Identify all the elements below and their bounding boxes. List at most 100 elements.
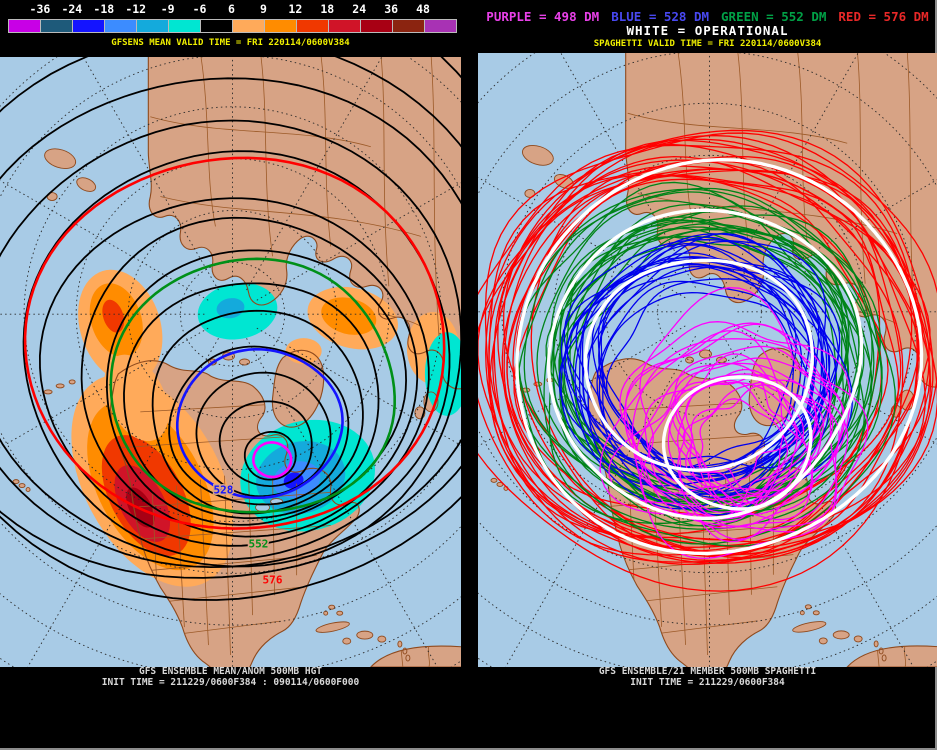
contour-label-552: 552	[249, 537, 269, 550]
spaghetti-member	[566, 256, 823, 499]
spaghetti-member	[644, 379, 784, 518]
spaghetti-member	[598, 265, 816, 481]
colorbar-tick-labels: -36 -24 -18 -12 -9 -6 6 9 12 18 24 36 48	[0, 2, 461, 16]
colorbar-tick-label: 18	[320, 2, 335, 16]
legend-entry-green: GREEN = 552 DM	[721, 9, 827, 24]
height-contour	[22, 150, 451, 561]
right-caption-init-time: INIT TIME = 211229/0600F384	[630, 676, 785, 688]
colorbar-segment	[169, 20, 200, 32]
key-height-contour	[175, 347, 344, 500]
spaghetti-member	[548, 214, 896, 547]
colorbar-tick-label: -9	[160, 2, 175, 16]
spaghetti-member	[536, 200, 875, 522]
colorbar-segment	[105, 20, 136, 32]
colorbar-segment	[329, 20, 360, 32]
colorbar-segment	[361, 20, 392, 32]
spaghetti-legend: PURPLE = 498 DM BLUE = 528 DM GREEN = 552 …	[478, 9, 937, 24]
spaghetti-member	[605, 278, 837, 469]
height-contour	[106, 249, 407, 526]
spaghetti-member	[488, 155, 918, 566]
key-height-contour	[252, 441, 293, 479]
spaghetti-member	[587, 244, 814, 487]
colorbar-tick-label: -18	[93, 2, 115, 16]
colorbar-segment	[425, 20, 456, 32]
right-caption-title: GFS ENSEMBLE/21 MEMBER 500MB SPAGHETTI	[598, 666, 817, 677]
spaghetti-member	[564, 233, 831, 470]
spaghetti-member	[503, 159, 921, 556]
spaghetti-member	[668, 362, 798, 488]
contour-label-528: 528	[213, 484, 233, 497]
height-contour	[80, 216, 419, 538]
spaghetti-member	[631, 338, 838, 559]
spaghetti-map	[478, 53, 937, 667]
colorbar-tick-label: 6	[228, 2, 235, 16]
spaghetti-member	[478, 144, 919, 592]
colorbar-segment	[9, 20, 40, 32]
spaghetti-member	[484, 132, 937, 548]
spaghetti-member	[591, 232, 840, 482]
colorbar-tick-label: 24	[352, 2, 367, 16]
anomaly-blob	[102, 299, 125, 333]
spaghetti-member	[492, 143, 926, 559]
key-height-contour	[23, 156, 446, 530]
legend-entry-red: RED = 576 DM	[838, 9, 929, 24]
left-caption: GFS ENSEMBLE MEAN/ANOM 500MB HGT INIT TI…	[0, 666, 461, 688]
colorbar-segment	[41, 20, 72, 32]
spaghetti-member	[619, 321, 851, 509]
legend-entry-blue: BLUE = 528 DM	[611, 9, 710, 24]
right-caption: GFS ENSEMBLE/21 MEMBER 500MB SPAGHETTI I…	[478, 666, 937, 688]
height-contour	[0, 57, 461, 579]
height-contour	[168, 345, 350, 506]
colorbar-segment	[393, 20, 424, 32]
contour-label-576: 576	[263, 573, 283, 586]
colorbar-tick-label: -36	[29, 2, 51, 16]
spaghetti-member	[478, 138, 924, 563]
anomaly-blob	[104, 354, 169, 442]
height-contour	[0, 119, 461, 568]
colorbar-tick-label: -24	[61, 2, 83, 16]
contour-value-labels: 528 552 576	[212, 482, 284, 588]
left-caption-init-time: INIT TIME = 211229/0600F384 : 090114/060…	[101, 676, 360, 688]
colorbar-segment	[137, 20, 168, 32]
colorbar-segment	[265, 20, 296, 32]
spaghetti-member	[560, 236, 831, 510]
operational-contour	[583, 258, 814, 472]
spaghetti-member	[667, 381, 798, 501]
height-contour	[0, 77, 461, 569]
colorbar-segment	[297, 20, 328, 32]
colorbar-tick-label: -6	[192, 2, 207, 16]
spaghetti-member	[517, 187, 881, 545]
spaghetti-member	[639, 287, 846, 541]
mean-anomaly-panel: -36 -24 -18 -12 -9 -6 6 9 12 18 24 36 48 GFSENS MEAN…	[0, 0, 461, 750]
spaghetti-member	[543, 227, 865, 530]
left-valid-time: GFSENS MEAN VALID TIME = FRI 220114/0600…	[111, 38, 350, 48]
height-contours	[0, 57, 461, 601]
height-contour	[38, 197, 430, 547]
colorbar-segment	[233, 20, 264, 32]
right-valid-time: SPAGHETTI VALID TIME = FRI 220114/0600V3…	[593, 39, 822, 49]
spaghetti-member	[648, 374, 822, 521]
height-contour	[151, 309, 364, 515]
height-contour	[0, 57, 461, 601]
spaghetti-member	[623, 322, 832, 523]
height-contour	[243, 430, 297, 481]
colorbar-tick-label: 12	[288, 2, 303, 16]
mean-anomaly-map: 528 552 576	[0, 57, 461, 667]
white-operational-label: WHITE = OPERATIONAL	[626, 23, 789, 38]
key-height-contour	[109, 257, 396, 514]
spaghetti-member	[563, 239, 827, 497]
operational-contours	[515, 158, 924, 556]
spaghetti-member	[501, 168, 931, 543]
left-caption-title: GFS ENSEMBLE MEAN/ANOM 500MB HGT	[138, 666, 323, 677]
spaghetti-member	[599, 330, 818, 528]
colorbar-segment	[73, 20, 104, 32]
colorbar-tick-label: -12	[125, 2, 147, 16]
spaghetti-member	[597, 264, 813, 472]
height-contour	[218, 400, 313, 487]
spaghetti-member	[578, 257, 820, 475]
spaghetti-member	[682, 379, 817, 507]
operational-contour	[661, 375, 813, 511]
operational-contour	[515, 158, 924, 556]
spaghetti-panel: PURPLE = 498 DM BLUE = 528 DM GREEN = 552 …	[478, 0, 937, 750]
